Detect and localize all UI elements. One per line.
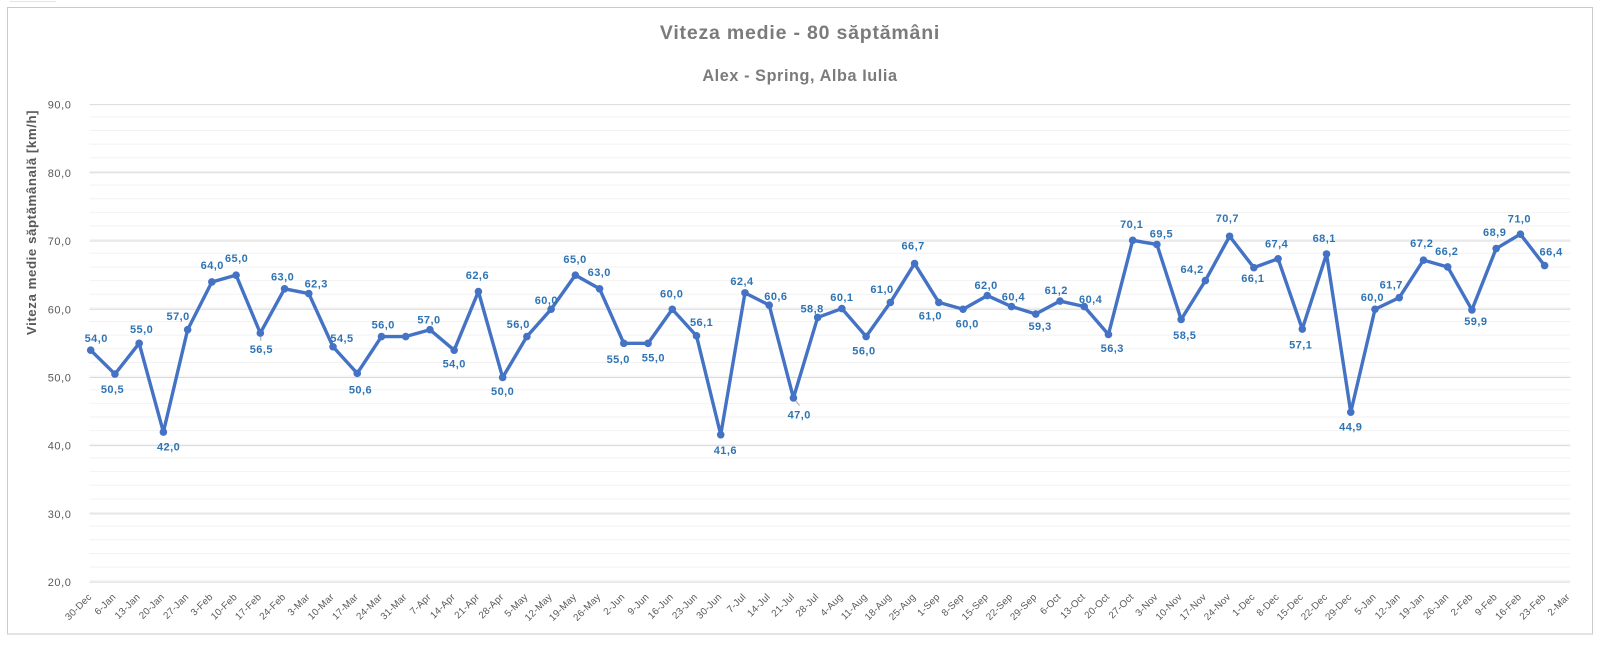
svg-text:55,0: 55,0 [607, 354, 630, 366]
svg-text:60,0: 60,0 [956, 318, 979, 330]
svg-text:64,0: 64,0 [201, 260, 224, 272]
svg-text:66,2: 66,2 [1435, 246, 1458, 258]
svg-text:62,0: 62,0 [974, 280, 997, 292]
svg-text:56,0: 56,0 [507, 319, 530, 331]
svg-text:68,9: 68,9 [1483, 227, 1506, 239]
svg-text:70,0: 70,0 [48, 236, 72, 248]
svg-text:54,0: 54,0 [85, 333, 108, 345]
svg-text:60,0: 60,0 [660, 288, 683, 300]
svg-text:67,4: 67,4 [1265, 238, 1289, 250]
svg-text:59,3: 59,3 [1028, 321, 1051, 333]
svg-text:66,7: 66,7 [901, 241, 924, 253]
svg-text:50,6: 50,6 [349, 384, 372, 396]
svg-text:63,0: 63,0 [588, 267, 611, 279]
svg-text:56,0: 56,0 [372, 320, 395, 332]
svg-text:50,5: 50,5 [101, 384, 124, 396]
svg-text:55,0: 55,0 [642, 352, 665, 364]
svg-text:70,7: 70,7 [1216, 213, 1239, 225]
svg-text:54,5: 54,5 [330, 333, 353, 345]
svg-text:57,0: 57,0 [417, 314, 440, 326]
svg-text:60,6: 60,6 [764, 291, 787, 303]
svg-text:54,0: 54,0 [443, 359, 466, 371]
svg-text:64,2: 64,2 [1180, 264, 1203, 276]
svg-text:69,5: 69,5 [1150, 229, 1173, 241]
svg-text:80,0: 80,0 [48, 168, 72, 180]
svg-text:62,4: 62,4 [730, 276, 754, 288]
svg-text:57,0: 57,0 [167, 311, 190, 323]
svg-text:55,0: 55,0 [130, 324, 153, 336]
svg-text:66,4: 66,4 [1540, 247, 1564, 259]
svg-text:41,6: 41,6 [714, 445, 737, 457]
svg-text:65,0: 65,0 [225, 253, 248, 265]
svg-text:62,3: 62,3 [305, 279, 328, 291]
svg-text:56,1: 56,1 [690, 317, 713, 329]
svg-text:56,3: 56,3 [1101, 343, 1124, 355]
svg-text:68,1: 68,1 [1313, 233, 1336, 245]
svg-text:Alex - Spring, Alba Iulia: Alex - Spring, Alba Iulia [702, 67, 898, 85]
svg-text:20,0: 20,0 [48, 577, 72, 589]
svg-text:42,0: 42,0 [157, 441, 180, 453]
svg-text:63,0: 63,0 [271, 272, 294, 284]
svg-text:90,0: 90,0 [48, 100, 72, 112]
svg-text:Viteza medie săptămânală [km/h: Viteza medie săptămânală [km/h] [24, 110, 39, 335]
svg-text:47,0: 47,0 [788, 410, 811, 422]
svg-text:62,6: 62,6 [466, 270, 489, 282]
svg-text:71,0: 71,0 [1508, 214, 1531, 226]
svg-text:60,0: 60,0 [1361, 292, 1384, 304]
svg-text:67,2: 67,2 [1410, 238, 1433, 250]
svg-text:60,0: 60,0 [48, 304, 72, 316]
svg-text:30,0: 30,0 [48, 509, 72, 521]
svg-text:61,7: 61,7 [1380, 280, 1403, 292]
svg-text:40,0: 40,0 [48, 441, 72, 453]
svg-text:58,5: 58,5 [1173, 330, 1196, 342]
svg-text:56,5: 56,5 [250, 344, 273, 356]
svg-text:65,0: 65,0 [563, 254, 586, 266]
svg-text:70,1: 70,1 [1120, 219, 1143, 231]
svg-text:58,8: 58,8 [800, 303, 823, 315]
svg-text:61,2: 61,2 [1045, 285, 1068, 297]
svg-text:50,0: 50,0 [491, 386, 514, 398]
svg-text:44,9: 44,9 [1339, 421, 1362, 433]
svg-text:66,1: 66,1 [1241, 273, 1264, 285]
svg-text:56,0: 56,0 [852, 345, 875, 357]
svg-text:60,0: 60,0 [535, 295, 558, 307]
svg-text:60,4: 60,4 [1002, 291, 1026, 303]
svg-text:Viteza medie - 80 săptămâni: Viteza medie - 80 săptămâni [660, 22, 940, 44]
svg-text:61,0: 61,0 [870, 284, 893, 296]
svg-text:50,0: 50,0 [48, 372, 72, 384]
svg-text:57,1: 57,1 [1289, 340, 1312, 352]
svg-text:61,0: 61,0 [919, 310, 942, 322]
svg-text:60,4: 60,4 [1079, 294, 1103, 306]
svg-text:60,1: 60,1 [830, 292, 853, 304]
svg-text:59,9: 59,9 [1464, 316, 1487, 328]
